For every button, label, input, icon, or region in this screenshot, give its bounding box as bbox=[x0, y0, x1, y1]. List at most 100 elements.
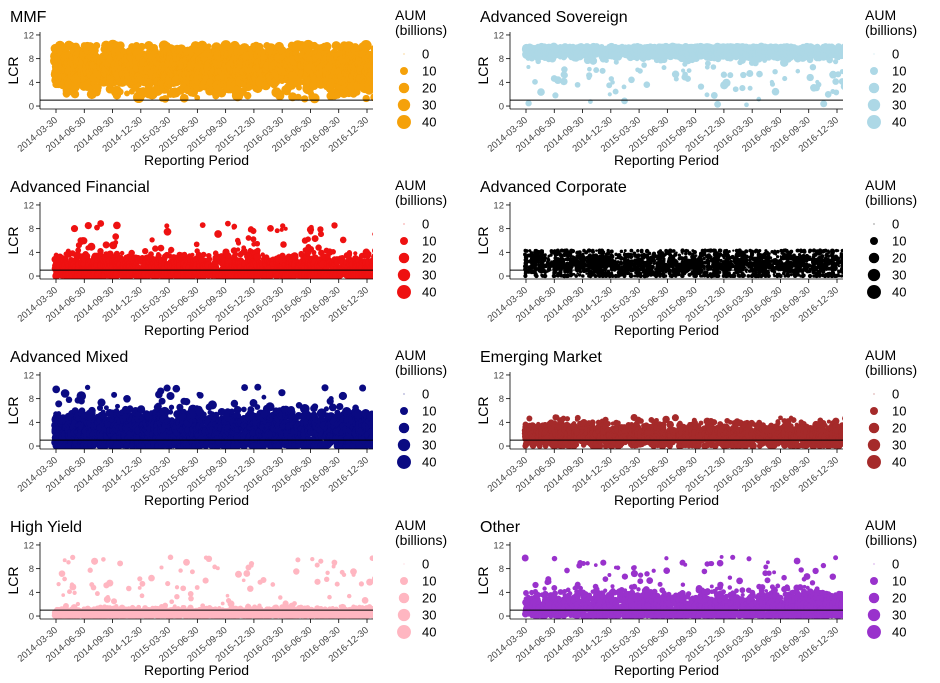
data-point bbox=[412, 69, 420, 77]
data-point bbox=[627, 65, 633, 71]
data-point bbox=[467, 60, 474, 67]
data-point bbox=[380, 53, 391, 64]
data-point bbox=[620, 76, 629, 85]
data-point bbox=[662, 75, 670, 83]
data-point bbox=[400, 55, 407, 62]
data-point bbox=[611, 64, 618, 71]
data-point bbox=[375, 59, 381, 65]
data-point bbox=[654, 65, 659, 70]
data-point bbox=[408, 77, 420, 89]
data-point bbox=[616, 70, 624, 78]
data-point bbox=[463, 66, 470, 73]
data-point bbox=[624, 66, 632, 74]
data-point bbox=[545, 71, 551, 77]
data-point bbox=[397, 50, 404, 57]
data-point bbox=[512, 56, 518, 62]
data-point bbox=[709, 74, 718, 83]
data-point bbox=[569, 74, 578, 83]
data-point bbox=[643, 70, 649, 76]
data-point bbox=[373, 86, 383, 96]
data-point bbox=[750, 77, 758, 85]
data-point bbox=[702, 69, 711, 78]
data-point bbox=[393, 51, 402, 60]
data-point bbox=[569, 67, 579, 77]
data-point bbox=[444, 54, 455, 65]
data-point bbox=[301, 95, 308, 102]
data-point bbox=[652, 75, 659, 82]
data-point bbox=[562, 87, 574, 99]
data-point bbox=[697, 66, 705, 74]
data-point bbox=[404, 50, 412, 58]
data-point bbox=[713, 74, 719, 80]
data-point bbox=[387, 82, 395, 90]
data-point bbox=[447, 80, 458, 91]
data-point bbox=[448, 61, 457, 70]
data-point bbox=[477, 43, 484, 50]
data-point bbox=[387, 67, 394, 74]
data-point bbox=[407, 74, 413, 80]
data-point bbox=[545, 64, 551, 70]
data-point bbox=[672, 61, 679, 68]
data-point bbox=[732, 70, 740, 78]
data-point bbox=[394, 68, 400, 74]
data-point bbox=[510, 64, 519, 73]
data-point bbox=[612, 68, 622, 78]
data-point bbox=[459, 49, 468, 58]
data-point bbox=[732, 62, 739, 69]
data-point bbox=[567, 62, 575, 70]
data-point bbox=[454, 63, 463, 72]
data-point bbox=[646, 60, 653, 67]
data-point bbox=[374, 71, 381, 78]
data-point bbox=[590, 82, 602, 94]
data-point bbox=[526, 68, 535, 77]
data-point bbox=[703, 71, 712, 80]
data-point bbox=[379, 79, 385, 85]
data-point bbox=[456, 66, 465, 75]
data-point bbox=[619, 64, 630, 75]
data-point bbox=[520, 74, 531, 85]
data-point bbox=[645, 66, 656, 77]
data-point bbox=[404, 62, 409, 67]
data-point bbox=[627, 68, 633, 74]
data-point bbox=[462, 51, 471, 60]
data-point bbox=[506, 56, 516, 66]
data-point bbox=[455, 63, 462, 70]
data-point bbox=[373, 68, 378, 73]
data-point bbox=[456, 61, 462, 67]
data-point bbox=[389, 52, 395, 58]
data-point bbox=[466, 55, 476, 65]
data-point bbox=[515, 65, 522, 72]
data-point bbox=[395, 58, 402, 65]
data-point bbox=[571, 68, 576, 73]
data-point bbox=[462, 67, 472, 77]
data-point bbox=[372, 76, 383, 87]
data-point bbox=[519, 70, 526, 77]
data-point bbox=[444, 69, 453, 78]
data-point bbox=[468, 80, 474, 86]
data-point bbox=[442, 50, 450, 58]
data-point bbox=[542, 69, 548, 75]
data-point bbox=[716, 64, 723, 71]
data-point bbox=[557, 86, 566, 95]
data-point bbox=[401, 48, 407, 54]
data-point bbox=[594, 73, 603, 82]
data-point bbox=[393, 75, 403, 85]
data-point bbox=[461, 77, 470, 86]
data-point bbox=[376, 57, 388, 69]
data-point bbox=[508, 88, 515, 95]
data-point bbox=[447, 76, 456, 85]
data-point bbox=[458, 72, 466, 80]
data-point bbox=[381, 69, 389, 77]
data-point bbox=[377, 57, 388, 68]
data-point bbox=[574, 61, 583, 70]
data-point bbox=[541, 63, 550, 72]
data-point bbox=[519, 62, 525, 68]
data-point bbox=[712, 71, 721, 80]
data-point bbox=[508, 66, 516, 74]
data-point bbox=[446, 70, 455, 79]
data-point bbox=[461, 68, 468, 75]
data-point bbox=[618, 64, 629, 75]
data-point bbox=[373, 71, 382, 80]
data-point bbox=[668, 64, 674, 70]
data-point bbox=[373, 56, 382, 65]
